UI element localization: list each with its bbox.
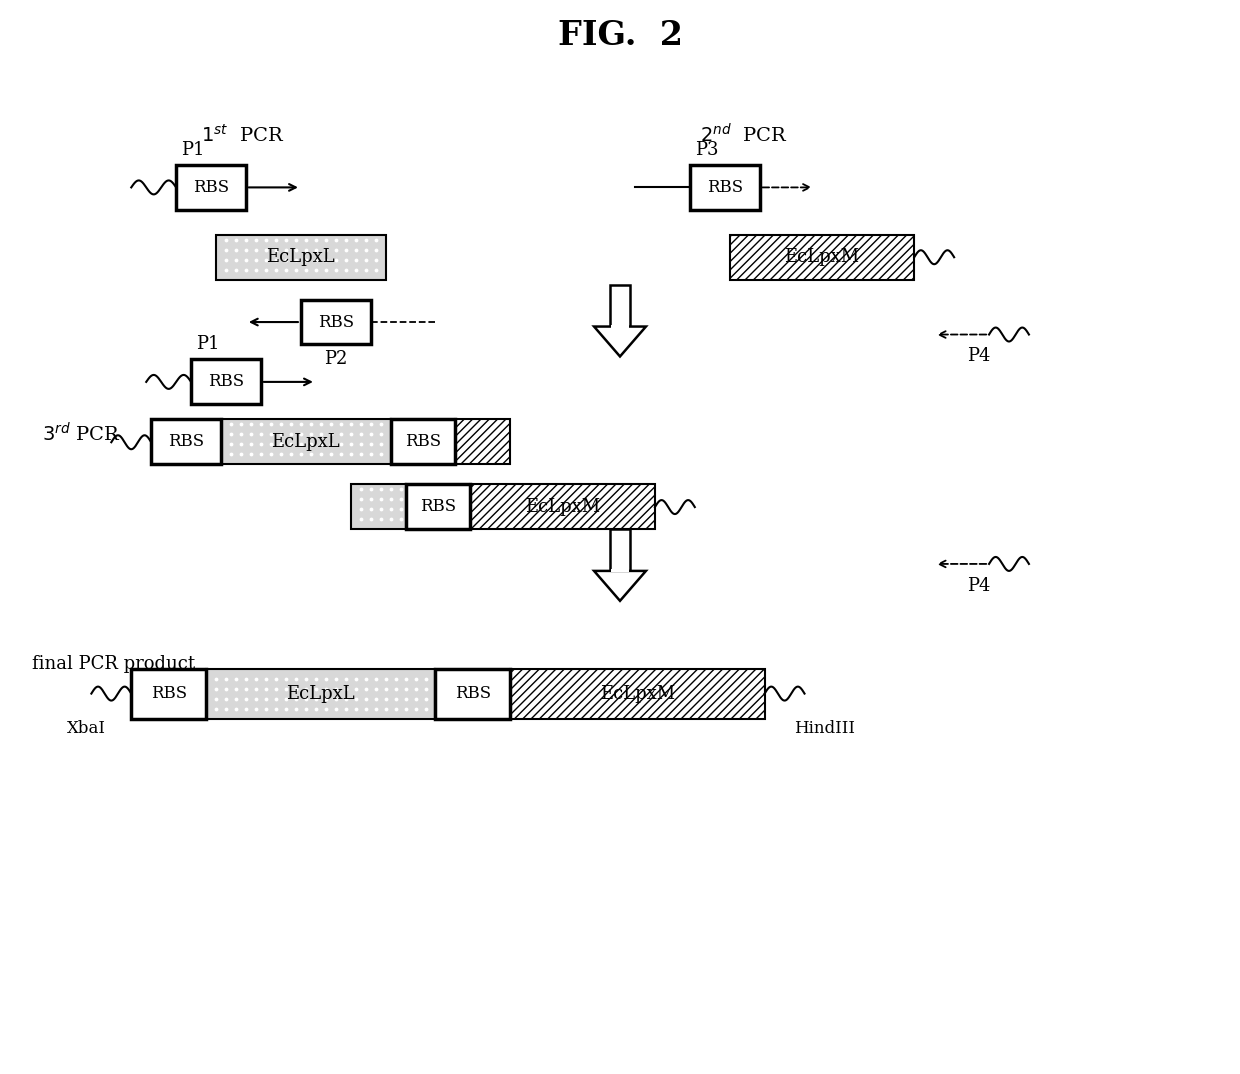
Text: RBS: RBS: [405, 433, 441, 450]
Bar: [610, 324, 630, 328]
Bar: [151, 419, 221, 464]
Text: EcLpxL: EcLpxL: [286, 684, 355, 702]
Text: EcLpxM: EcLpxM: [525, 498, 600, 517]
Bar: [610, 285, 630, 326]
Text: HindIII: HindIII: [794, 720, 854, 737]
Bar: [689, 165, 760, 209]
Text: $3^{rd}$ PCR: $3^{rd}$ PCR: [41, 423, 120, 446]
Text: final PCR product: final PCR product: [31, 655, 195, 672]
Text: EcLpxL: EcLpxL: [272, 433, 340, 451]
Bar: [216, 235, 386, 279]
Text: RBS: RBS: [420, 498, 456, 516]
Bar: [455, 419, 511, 464]
Text: $1^{st}$  PCR: $1^{st}$ PCR: [201, 125, 284, 146]
Text: P1: P1: [181, 141, 205, 159]
Text: $2^{nd}$  PCR: $2^{nd}$ PCR: [699, 124, 787, 147]
Text: XbaI: XbaI: [67, 720, 105, 737]
Polygon shape: [594, 571, 646, 600]
Bar: [511, 669, 765, 719]
Text: RBS: RBS: [455, 685, 491, 702]
Bar: [131, 669, 206, 719]
Text: P1: P1: [196, 335, 219, 353]
Bar: [191, 360, 260, 404]
Text: RBS: RBS: [707, 179, 743, 195]
Text: EcLpxM: EcLpxM: [600, 684, 675, 702]
Text: P2: P2: [324, 350, 347, 368]
Bar: [301, 300, 371, 345]
Text: RBS: RBS: [169, 433, 205, 450]
Text: RBS: RBS: [193, 179, 229, 195]
Text: RBS: RBS: [317, 314, 353, 331]
Bar: [391, 419, 455, 464]
Text: RBS: RBS: [208, 374, 244, 391]
Bar: [176, 165, 246, 209]
Polygon shape: [594, 326, 646, 357]
Text: FIG.  2: FIG. 2: [558, 19, 682, 52]
Text: P3: P3: [694, 141, 718, 159]
Text: EcLpxM: EcLpxM: [785, 248, 859, 266]
Text: P4: P4: [967, 577, 991, 595]
Bar: [610, 529, 630, 571]
Text: EcLpxL: EcLpxL: [267, 248, 335, 266]
Text: RBS: RBS: [150, 685, 187, 702]
Bar: [405, 484, 470, 529]
Bar: [351, 484, 405, 529]
Bar: [221, 419, 391, 464]
Bar: [610, 569, 630, 572]
Bar: [729, 235, 914, 279]
Bar: [206, 669, 435, 719]
Bar: [470, 484, 655, 529]
Bar: [435, 669, 511, 719]
Text: P4: P4: [967, 348, 991, 365]
